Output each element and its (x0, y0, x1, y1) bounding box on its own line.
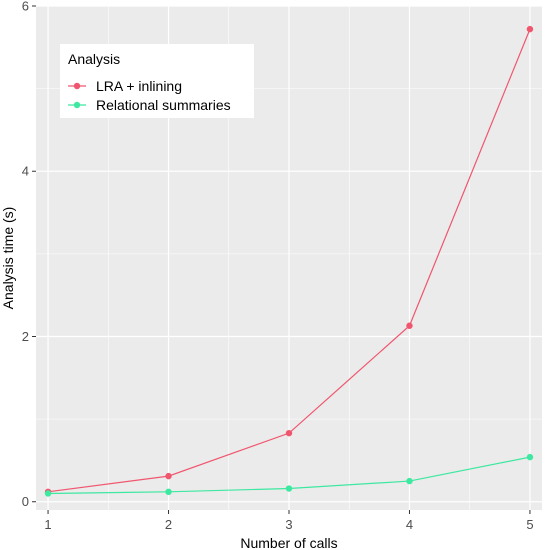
legend-box (60, 44, 254, 118)
x-tick-label: 1 (44, 517, 51, 532)
data-point (165, 472, 172, 480)
legend-label: LRA + inlining (96, 78, 182, 94)
data-point (526, 453, 534, 461)
legend-key-point (73, 101, 81, 109)
x-tick-label: 5 (526, 517, 533, 532)
y-axis-title: Analysis time (s) (0, 207, 16, 310)
x-tick-label: 2 (165, 517, 172, 532)
legend-key-point (73, 82, 81, 90)
x-tick-label: 3 (285, 517, 292, 532)
data-point (406, 477, 413, 485)
data-point (44, 490, 52, 497)
y-tick-label: 6 (22, 0, 29, 14)
data-point (285, 485, 293, 492)
y-tick-label: 0 (22, 494, 29, 509)
legend-label: Relational summaries (96, 97, 231, 113)
x-axis-title: Number of calls (240, 535, 337, 550)
y-tick-label: 4 (22, 164, 29, 179)
data-point (406, 322, 413, 329)
legend-title: Analysis (68, 51, 120, 67)
data-point (165, 488, 172, 496)
series-layer (44, 25, 534, 497)
data-point (285, 429, 293, 437)
data-point (526, 25, 534, 33)
y-tick-label: 2 (22, 329, 29, 344)
legend: Analysis LRA + inlining Relational summar… (60, 44, 254, 118)
x-tick-label: 4 (406, 517, 413, 532)
y-axis-ticks: 0 2 4 6 (22, 0, 36, 509)
x-axis-ticks: 1 2 3 4 5 (44, 510, 534, 532)
